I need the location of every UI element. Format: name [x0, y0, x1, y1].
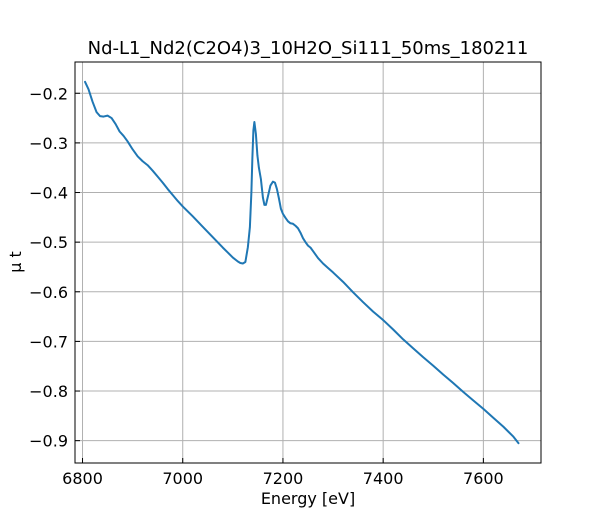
x-tick-label: 7600 [463, 469, 504, 488]
series-line [84, 80, 520, 445]
y-tick-label: −0.9 [29, 432, 68, 451]
y-tick-label: −0.4 [29, 184, 68, 203]
data-series [84, 80, 520, 445]
y-tick-label: −0.5 [29, 233, 68, 252]
y-tick-label: −0.6 [29, 283, 68, 302]
axis-ticks: 6800 7000 7200 7400 7600 −0.2 −0.3 −0.4 −0.5 −0.6… [29, 84, 504, 488]
x-tick-label: 7400 [363, 469, 404, 488]
chart-title: Nd-L1_Nd2(C2O4)3_10H2O_Si111_50ms_180211 [88, 38, 529, 59]
y-tick-label: −0.7 [29, 332, 68, 351]
grid-lines [75, 62, 541, 463]
y-tick-label: −0.3 [29, 134, 68, 153]
x-tick-label: 7200 [263, 469, 304, 488]
y-tick-label: −0.2 [29, 84, 68, 103]
x-axis-label: Energy [eV] [261, 489, 355, 508]
y-tick-label: −0.8 [29, 382, 68, 401]
y-axis-label: μ t [6, 251, 25, 273]
plot-frame [74, 61, 542, 464]
x-tick-label: 7000 [162, 469, 203, 488]
x-tick-label: 6800 [62, 469, 103, 488]
